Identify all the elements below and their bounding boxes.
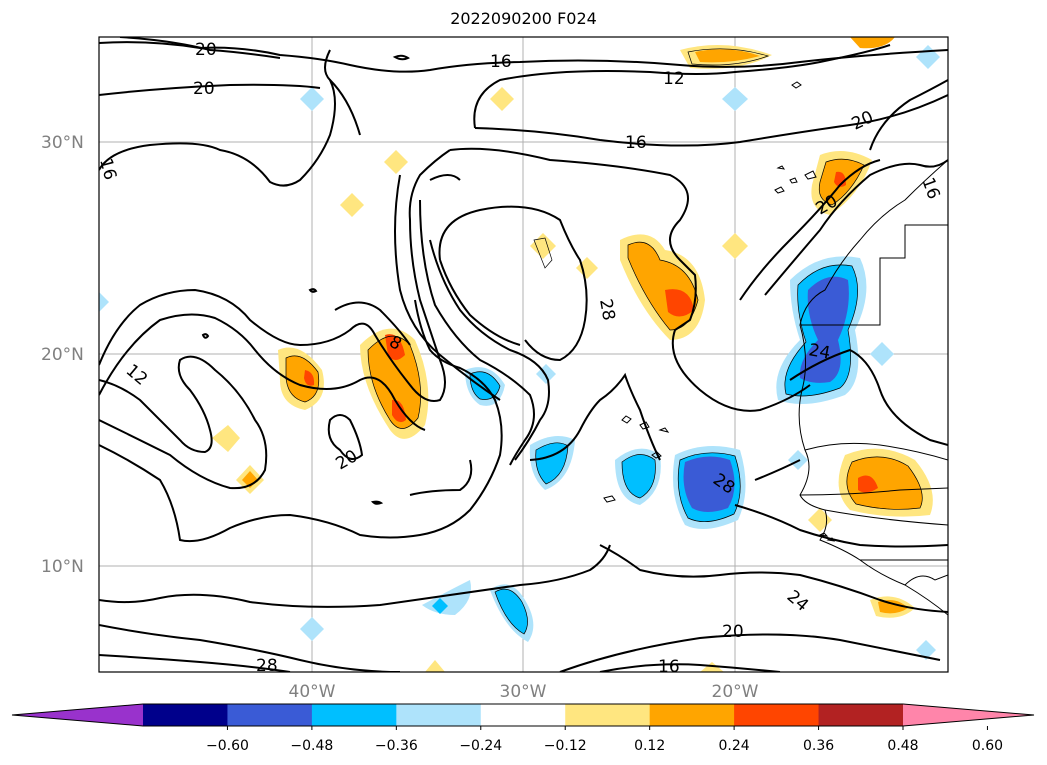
colorbar-tick-label: −0.60 xyxy=(206,738,249,754)
lon-label-20w: 20°W xyxy=(712,682,759,702)
contour-label: 28 xyxy=(595,297,618,322)
lat-label-10n: 10°N xyxy=(41,557,84,577)
colorbar-tick-label: 0.48 xyxy=(887,738,918,754)
colorbar-tick-label: 0.24 xyxy=(719,738,750,754)
colorbar-bin xyxy=(480,704,566,726)
colorbar: −0.60 −0.48 −0.36 −0.24 −0.12 0.12 0.24 0.36 0.4… xyxy=(11,703,1035,754)
lon-label-30w: 30°W xyxy=(500,682,547,702)
lat-label-30n: 30°N xyxy=(41,133,84,153)
contour-label: 20 xyxy=(722,622,744,642)
colorbar-tick-label: −0.36 xyxy=(375,738,418,754)
contour-label: 20 xyxy=(193,79,215,99)
colorbar-bin xyxy=(818,704,904,726)
map-title: 2022090200 F024 xyxy=(450,9,597,28)
anomaly-outlines xyxy=(285,48,923,635)
colorbar-tick-label: 0.60 xyxy=(972,738,1003,754)
contour-label: 16 xyxy=(490,52,512,72)
colorbar-tick-label: −0.12 xyxy=(544,738,587,754)
colorbar-bin xyxy=(565,704,651,726)
contour-label: 12 xyxy=(663,69,685,89)
positive-anomaly-patches xyxy=(212,37,933,672)
colorbar-bin xyxy=(649,704,735,726)
colorbar-bin xyxy=(311,704,397,726)
coastlines xyxy=(603,81,948,616)
colorbar-bin xyxy=(143,704,228,726)
contour-lines xyxy=(99,37,948,672)
colorbar-bin xyxy=(734,704,820,726)
contour-label: 20 xyxy=(195,40,217,60)
contour-label: 16 xyxy=(625,133,647,153)
colorbar-extend-high xyxy=(903,704,1034,726)
contour-label: 16 xyxy=(658,657,680,677)
colorbar-tick-label: −0.24 xyxy=(459,738,502,754)
contour-label: 24 xyxy=(807,340,832,363)
negative-anomaly-patches xyxy=(99,45,940,660)
contour-label: 28 xyxy=(256,656,278,676)
colorbar-bin xyxy=(227,704,313,726)
lon-label-40w: 40°W xyxy=(289,682,336,702)
colorbar-tick-label: −0.48 xyxy=(290,738,333,754)
plot-frame xyxy=(98,36,949,673)
colorbar-extend-low xyxy=(12,704,143,726)
colorbar-tick-label: 0.12 xyxy=(634,738,665,754)
colorbar-bin xyxy=(396,704,482,726)
contour-label: 16 xyxy=(95,156,120,182)
colorbar-outline xyxy=(11,703,1035,727)
lat-label-20n: 20°N xyxy=(41,345,84,365)
colorbar-tick-label: 0.36 xyxy=(803,738,834,754)
